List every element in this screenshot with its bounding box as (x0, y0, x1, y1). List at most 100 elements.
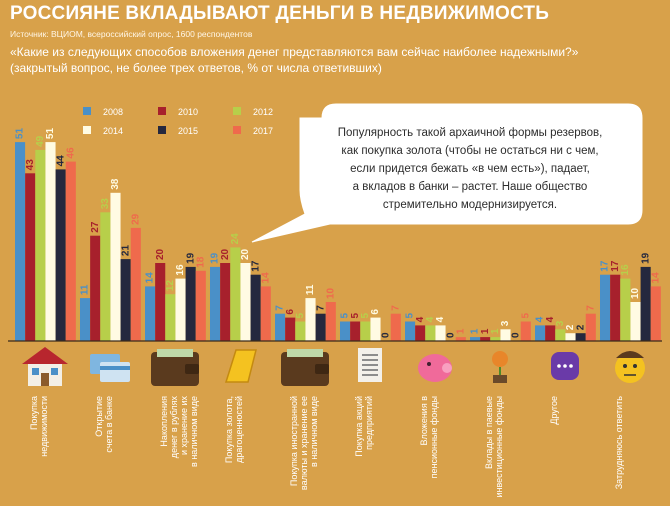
data-label-7-2014: 3 (500, 320, 511, 326)
data-label-8-2008: 4 (535, 316, 546, 322)
data-label-9-2017: 14 (650, 272, 661, 284)
bar-8-2008 (535, 325, 546, 341)
bar-9-2008 (600, 274, 611, 341)
data-label-1-2014: 38 (110, 178, 121, 190)
data-label-0-2014: 51 (45, 128, 56, 140)
data-label-0-2017: 46 (65, 147, 76, 159)
category-label-1: Открытиесчета в банке (94, 396, 114, 453)
bar-0-2008 (15, 142, 26, 341)
data-label-2-2015: 19 (185, 252, 196, 264)
category-label-7: Вклады в паевыеинвестиционные фонды (484, 396, 504, 498)
bar-7-2010 (480, 337, 491, 341)
data-label-7-2017: 5 (520, 313, 531, 319)
bar-1-2017 (130, 227, 141, 341)
bar-5-2017 (390, 313, 401, 341)
bar-2-2008 (145, 286, 156, 341)
data-label-8-2017: 7 (585, 305, 596, 311)
data-label-1-2012: 33 (100, 198, 111, 210)
data-label-0-2008: 51 (15, 128, 26, 140)
data-label-2-2008: 14 (145, 272, 156, 284)
callout-bubble: Популярность такой архаичной формы резер… (251, 103, 643, 243)
wallet-icon (151, 349, 199, 386)
callout-line: стремительно модернизируется. (383, 199, 557, 211)
bar-6-2008 (405, 321, 416, 341)
data-label-4-2014: 11 (305, 284, 316, 295)
legend-swatch-2015 (158, 126, 166, 134)
bar-4-2008 (275, 313, 286, 341)
bar-8-2014 (565, 333, 576, 341)
bar-0-2010 (25, 173, 36, 341)
data-label-1-2017: 29 (130, 213, 141, 225)
bar-9-2017 (650, 286, 661, 341)
legend: 2008 2010 2012 2014 2015 2017 (83, 107, 273, 136)
legend-label-2017: 2017 (253, 126, 273, 136)
data-label-0-2012: 49 (35, 135, 46, 147)
data-label-6-2010: 4 (415, 316, 426, 322)
data-label-9-2008: 17 (600, 260, 611, 272)
bar-9-2015 (640, 266, 651, 341)
category-label-4: Покупка иностраннойвалюты и хранение еев… (289, 396, 319, 490)
bar-9-2010 (610, 274, 621, 341)
data-label-9-2015: 19 (640, 252, 651, 264)
wallet-icon (281, 349, 329, 386)
bar-2-2017 (195, 270, 206, 341)
data-label-7-2012: 1 (490, 328, 501, 334)
data-label-3-2008: 19 (210, 252, 221, 264)
bar-8-2012 (555, 329, 566, 341)
data-label-5-2014: 6 (370, 309, 381, 315)
bar-7-2017 (520, 321, 531, 341)
category-label-5: Покупка акцийпредприятий (354, 396, 374, 457)
legend-swatch-2017 (233, 126, 241, 134)
source-note: Источник: ВЦИОМ, всероссийский опрос, 16… (10, 29, 253, 39)
bar-9-2014 (630, 302, 641, 341)
data-label-3-2012: 24 (230, 233, 241, 245)
bank-cards-icon (90, 354, 130, 382)
legend-swatch-2014 (83, 126, 91, 134)
legend-label-2012: 2012 (253, 107, 273, 117)
data-label-3-2017: 14 (260, 272, 271, 284)
legend-label-2008: 2008 (103, 107, 123, 117)
data-label-5-2012: 5 (360, 313, 371, 319)
data-label-3-2010: 20 (220, 248, 231, 260)
bar-3-2017 (260, 286, 271, 341)
survey-question: «Какие из следующих способов вложения де… (10, 45, 579, 59)
icons-layer (22, 347, 645, 386)
data-label-5-2017: 7 (390, 305, 401, 311)
bar-7-2012 (490, 337, 501, 341)
house-icon (22, 347, 68, 386)
bar-1-2012 (100, 212, 111, 341)
piggy-bank-icon (418, 354, 452, 382)
legend-label-2010: 2010 (178, 107, 198, 117)
bar-2-2010 (155, 263, 166, 341)
bar-9-2012 (620, 278, 631, 341)
data-label-2-2017: 18 (195, 256, 206, 268)
data-label-0-2015: 44 (55, 155, 66, 167)
data-label-1-2008: 11 (80, 284, 91, 295)
bar-4-2012 (295, 321, 306, 341)
legend-label-2015: 2015 (178, 126, 198, 136)
bar-0-2017 (65, 161, 76, 341)
data-label-4-2008: 7 (275, 305, 286, 311)
data-label-4-2015: 7 (315, 305, 326, 311)
bar-7-2008 (470, 337, 481, 341)
bar-6-2014 (435, 325, 446, 341)
bar-6-2012 (425, 325, 436, 341)
category-label-8: Другое (549, 396, 559, 425)
confused-face-icon (615, 351, 645, 383)
bar-2-2015 (185, 266, 196, 341)
category-label-0: Покупканедвижимости (29, 396, 49, 457)
bar-6-2017 (455, 337, 466, 341)
category-label-2: Накопленияденег в рубляхи хранение ихв н… (159, 396, 199, 467)
data-label-5-2008: 5 (340, 313, 351, 319)
data-label-7-2015: 0 (510, 332, 521, 338)
bar-4-2014 (305, 298, 316, 341)
data-label-8-2012: 3 (555, 320, 566, 326)
data-label-6-2017: 1 (455, 328, 466, 334)
data-label-2-2010: 20 (155, 248, 166, 260)
bar-3-2012 (230, 247, 241, 341)
data-label-3-2015: 17 (250, 260, 261, 272)
bar-1-2008 (80, 298, 91, 341)
bar-0-2012 (35, 149, 46, 341)
